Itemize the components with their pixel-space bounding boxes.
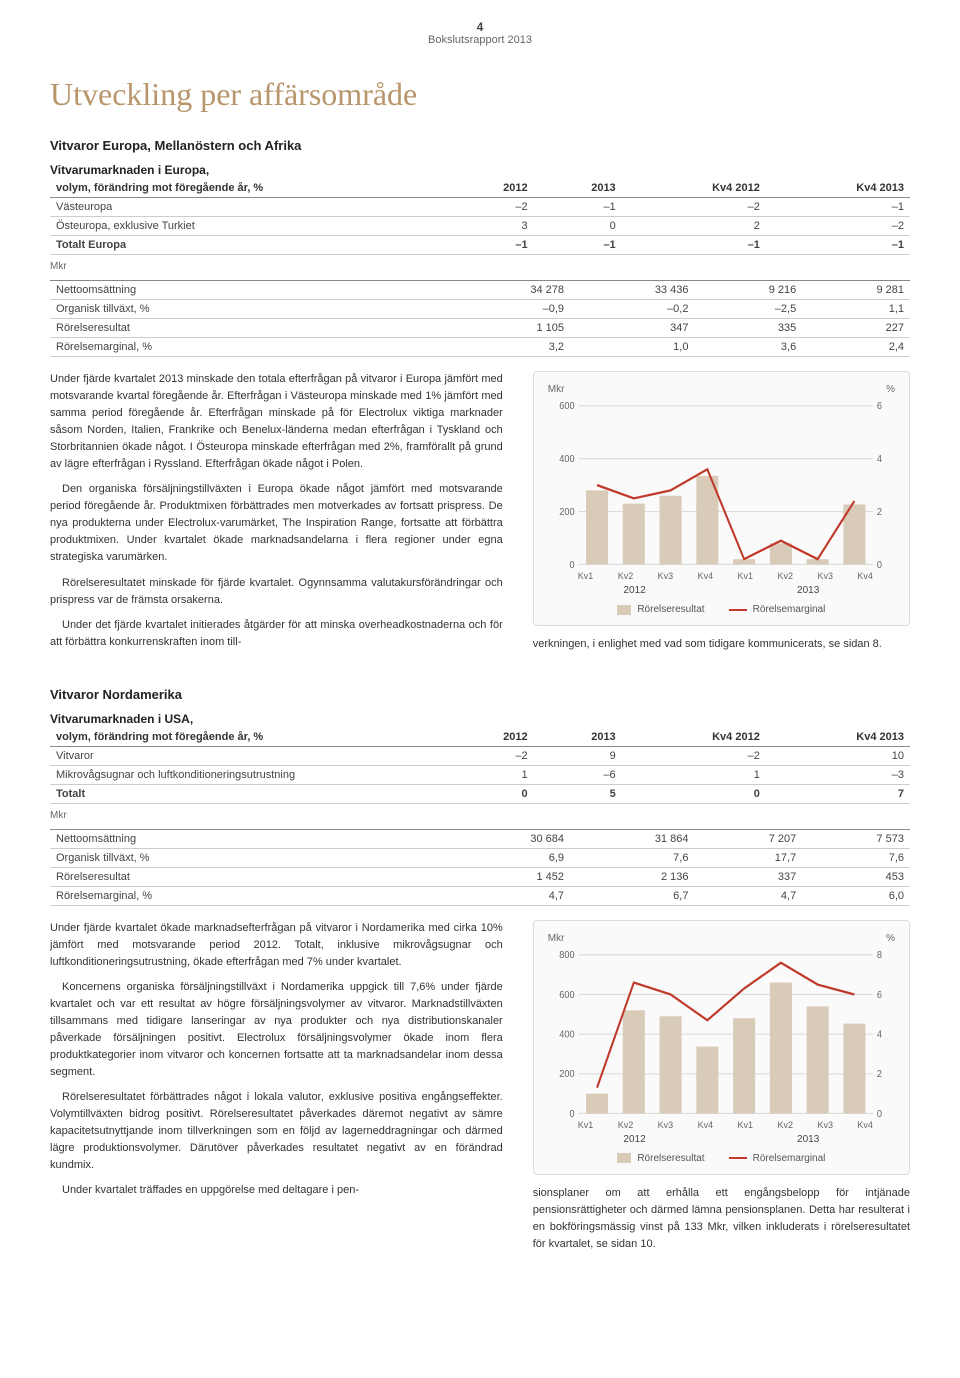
svg-text:400: 400 bbox=[559, 454, 575, 466]
section2-table1: volym, förändring mot föregående år, %20… bbox=[50, 728, 910, 804]
svg-text:0: 0 bbox=[877, 559, 883, 569]
section1-content: Under fjärde kvartalet 2013 minskade den… bbox=[50, 371, 910, 659]
section2-chart: Mkr%800860064004200200Kv1Kv2Kv3Kv4Kv1Kv2… bbox=[533, 920, 910, 1175]
svg-text:400: 400 bbox=[559, 1029, 575, 1041]
table1-title-line1: Vitvarumarknaden i Europa, bbox=[50, 163, 910, 177]
svg-text:200: 200 bbox=[559, 507, 575, 519]
section2-content: Under fjärde kvartalet ökade marknadseft… bbox=[50, 920, 910, 1253]
section2-subtitle: Vitvaror Nordamerika bbox=[50, 687, 910, 702]
section2-text: Under fjärde kvartalet ökade marknadseft… bbox=[50, 920, 503, 1253]
svg-text:200: 200 bbox=[559, 1068, 575, 1080]
svg-text:6: 6 bbox=[877, 989, 882, 1001]
svg-text:4: 4 bbox=[877, 1029, 883, 1041]
section2-right-text: sionsplaner om att erhålla ett engångsbe… bbox=[533, 1185, 910, 1253]
section1-right-text: verkningen, i enlighet med vad som tidig… bbox=[533, 636, 910, 653]
svg-text:0: 0 bbox=[569, 1108, 575, 1118]
section1-chart: Mkr%60064004200200Kv1Kv2Kv3Kv4Kv1Kv2Kv3K… bbox=[533, 371, 910, 626]
section1-table2: Nettoomsättning34 27833 4369 2169 281Org… bbox=[50, 274, 910, 357]
section1-text: Under fjärde kvartalet 2013 minskade den… bbox=[50, 371, 503, 659]
svg-text:2: 2 bbox=[877, 507, 882, 519]
svg-text:800: 800 bbox=[559, 949, 575, 961]
section1-chart-col: Mkr%60064004200200Kv1Kv2Kv3Kv4Kv1Kv2Kv3K… bbox=[533, 371, 910, 659]
main-heading: Utveckling per affärsområde bbox=[50, 76, 910, 113]
section2-table2: Nettoomsättning30 68431 8647 2077 573Org… bbox=[50, 823, 910, 906]
section1-subtitle: Vitvaror Europa, Mellanöstern och Afrika bbox=[50, 138, 910, 153]
table2-title-line1: Vitvarumarknaden i USA, bbox=[50, 712, 910, 726]
svg-text:600: 600 bbox=[559, 401, 575, 413]
svg-text:2: 2 bbox=[877, 1068, 882, 1080]
svg-text:4: 4 bbox=[877, 454, 883, 466]
report-title: Bokslutsrapport 2013 bbox=[50, 34, 910, 46]
svg-text:600: 600 bbox=[559, 989, 575, 1001]
svg-text:0: 0 bbox=[569, 559, 575, 569]
page-number: 4 bbox=[50, 20, 910, 34]
svg-text:6: 6 bbox=[877, 401, 882, 413]
mkr-label: Mkr bbox=[50, 261, 910, 272]
mkr-label-2: Mkr bbox=[50, 810, 910, 821]
svg-text:8: 8 bbox=[877, 949, 882, 961]
section1-table1: volym, förändring mot föregående år, %20… bbox=[50, 179, 910, 255]
section2-chart-col: Mkr%800860064004200200Kv1Kv2Kv3Kv4Kv1Kv2… bbox=[533, 920, 910, 1253]
svg-text:0: 0 bbox=[877, 1108, 883, 1118]
page: 4 Bokslutsrapport 2013 Utveckling per af… bbox=[0, 0, 960, 1293]
